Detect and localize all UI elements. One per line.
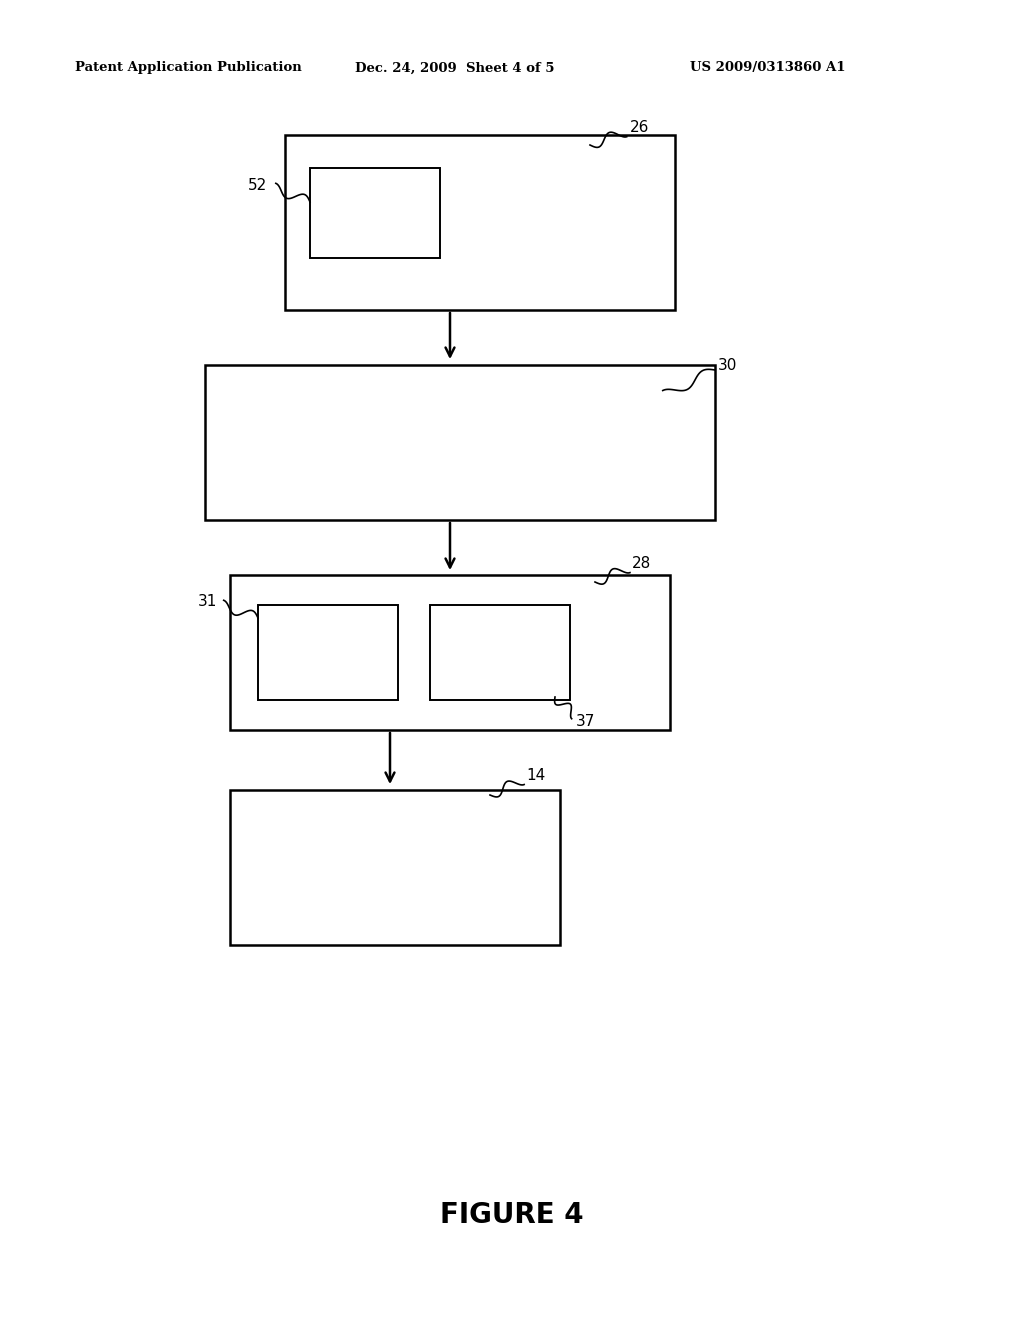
- Text: FIGURE 4: FIGURE 4: [440, 1201, 584, 1229]
- Text: US 2009/0313860 A1: US 2009/0313860 A1: [690, 62, 846, 74]
- Bar: [230, 576, 670, 730]
- Text: 28: 28: [632, 557, 651, 572]
- Text: Dec. 24, 2009  Sheet 4 of 5: Dec. 24, 2009 Sheet 4 of 5: [355, 62, 555, 74]
- Text: 37: 37: [575, 714, 595, 730]
- Bar: [430, 605, 570, 700]
- Bar: [258, 605, 398, 700]
- Text: 31: 31: [198, 594, 217, 610]
- Text: Patent Application Publication: Patent Application Publication: [75, 62, 302, 74]
- Bar: [310, 168, 440, 257]
- Text: 26: 26: [630, 120, 649, 136]
- Text: 30: 30: [718, 359, 737, 374]
- Bar: [205, 366, 715, 520]
- Bar: [285, 135, 675, 310]
- Text: 14: 14: [526, 768, 545, 784]
- Text: 52: 52: [248, 177, 267, 193]
- Bar: [230, 789, 560, 945]
